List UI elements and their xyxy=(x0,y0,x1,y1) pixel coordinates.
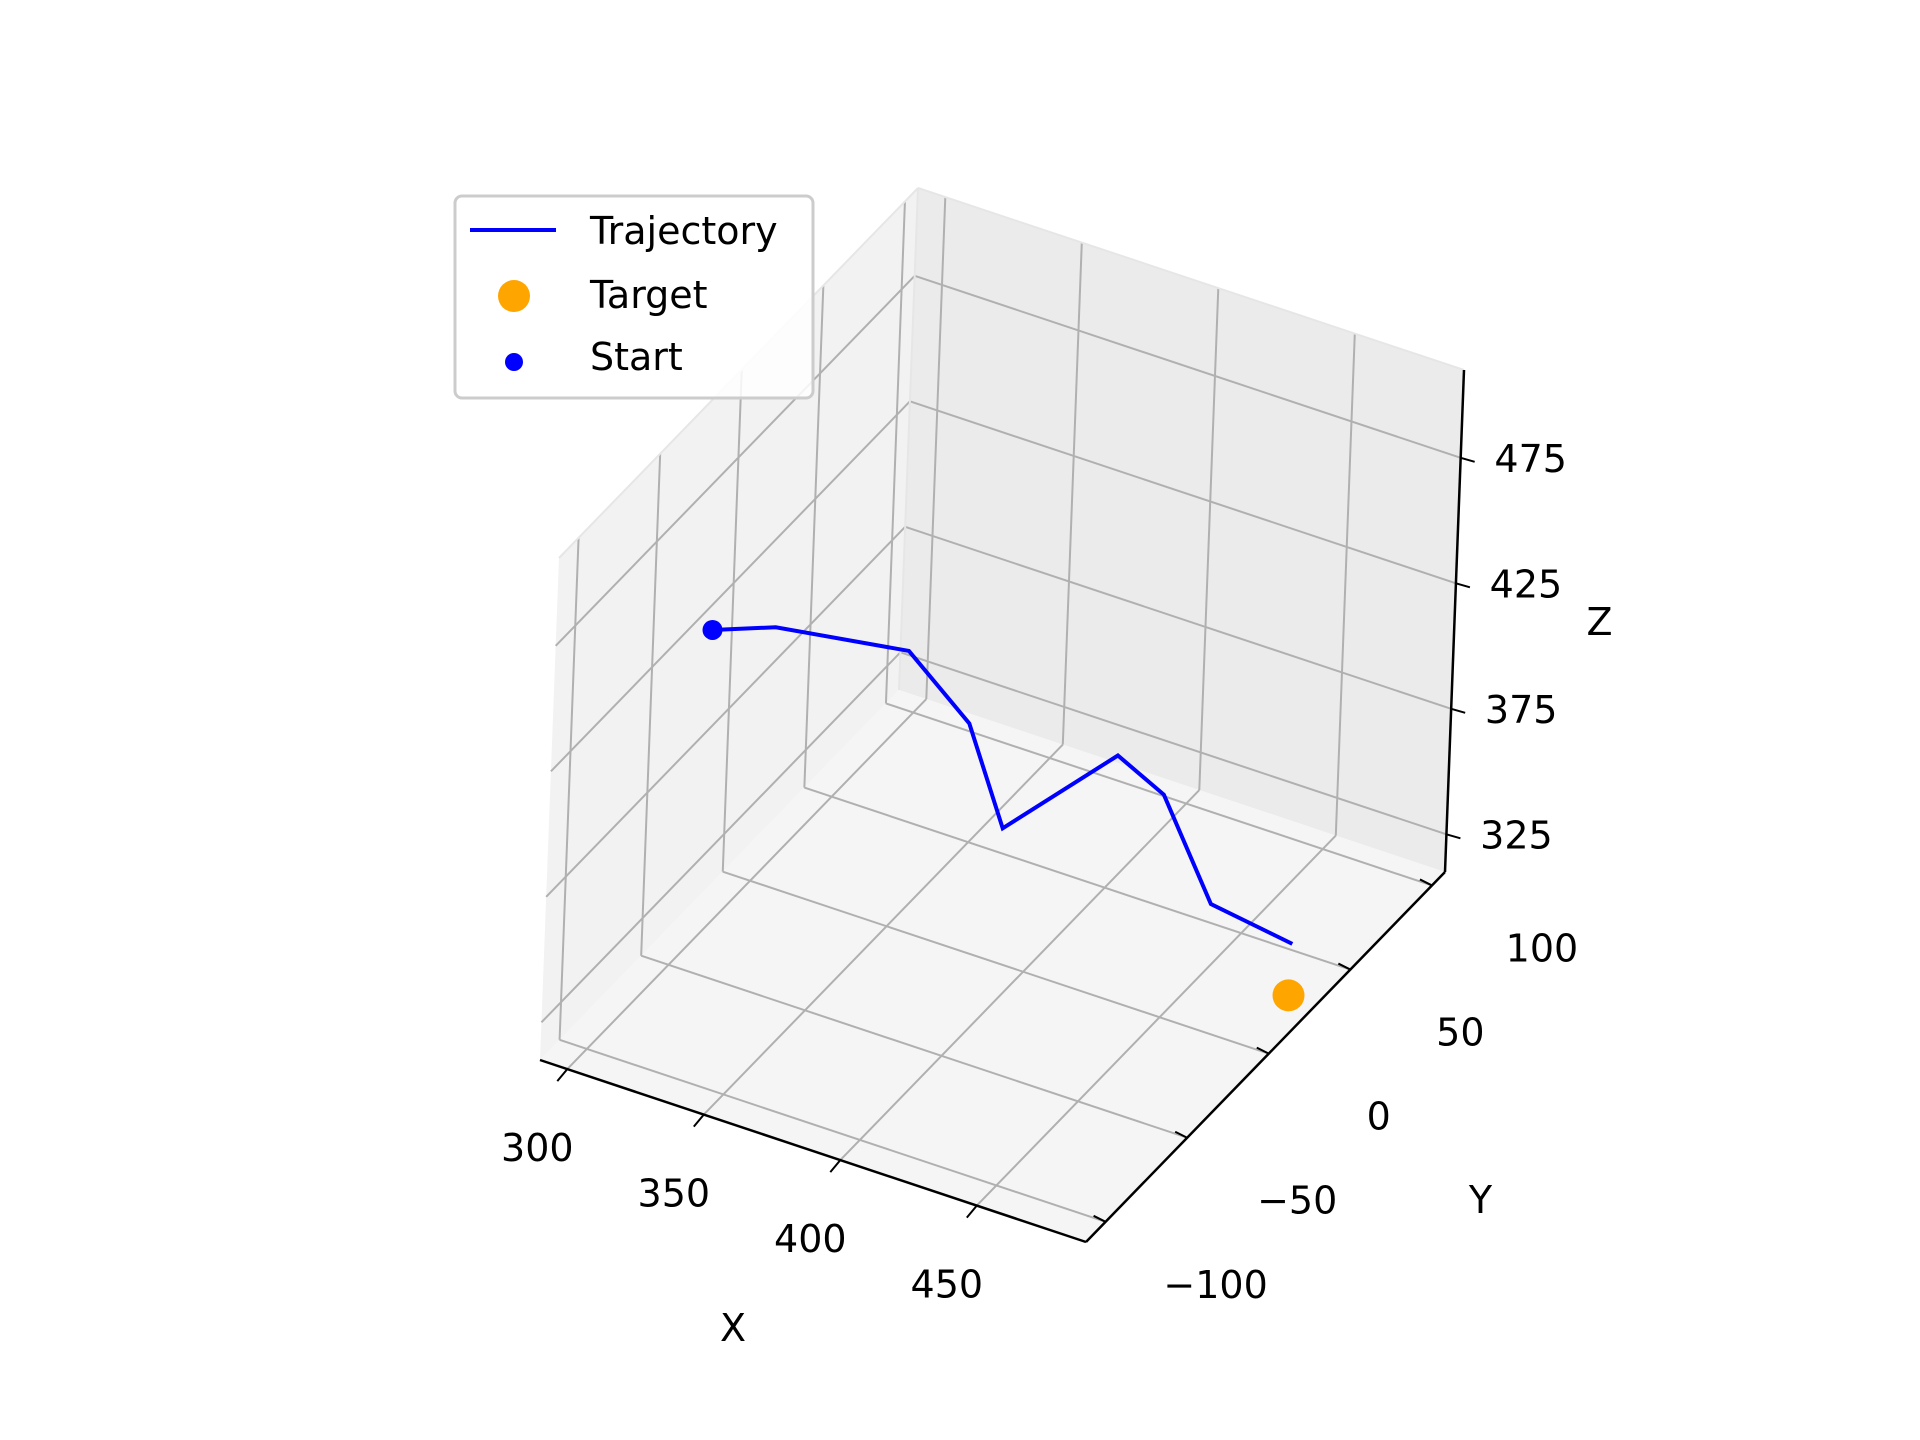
y-tick xyxy=(1337,962,1351,971)
pane-edge-top-back xyxy=(917,187,1465,371)
legend-box xyxy=(453,194,815,400)
grid-z-back-wall xyxy=(900,651,1447,836)
y-tick-label: −50 xyxy=(1257,1179,1337,1223)
z-tick xyxy=(1455,582,1471,589)
x-tick-label: 450 xyxy=(911,1263,984,1307)
y-tick xyxy=(1093,1214,1107,1223)
plot-data xyxy=(702,619,1305,1012)
grid-y-floor xyxy=(722,870,1270,1055)
axis-ticks: 300 350 400 450 −100 −50 0 50 100 325 375 425 475 X Y Z xyxy=(501,437,1612,1350)
x-tick xyxy=(693,1113,705,1128)
grid-y-wall xyxy=(803,285,825,788)
grid-z-back-wall xyxy=(914,274,1461,459)
grid-x-wall xyxy=(1198,288,1220,791)
z-tick-label: 375 xyxy=(1485,688,1558,732)
x-tick-label: 350 xyxy=(638,1172,711,1216)
gridlines xyxy=(540,197,1461,1223)
grid-y-floor xyxy=(804,786,1351,971)
z-axis-line xyxy=(1443,369,1466,873)
grid-y-floor xyxy=(885,702,1433,887)
z-tick xyxy=(1460,456,1475,463)
legend-target-swatch xyxy=(498,280,530,312)
z-tick xyxy=(1446,833,1461,840)
z-axis-label: Z xyxy=(1586,600,1612,644)
grid-x-floor xyxy=(566,698,928,1070)
y-tick xyxy=(1174,1130,1188,1139)
legend: Trajectory Target Start xyxy=(453,194,815,400)
start-point xyxy=(702,619,723,640)
y-tick-label: 0 xyxy=(1367,1095,1391,1139)
grid-x-wall xyxy=(1334,333,1356,836)
x-tick-label: 300 xyxy=(501,1126,574,1170)
x-tick xyxy=(556,1068,569,1082)
z-tick-label: 475 xyxy=(1494,437,1567,481)
grid-x-floor xyxy=(839,789,1201,1161)
trajectory-line xyxy=(712,625,1294,946)
grid-y-wall xyxy=(558,537,580,1040)
y-tick xyxy=(1419,878,1433,887)
grid-z-left-wall xyxy=(554,275,916,647)
pane-xz xyxy=(899,188,1464,872)
grid-z-back-wall xyxy=(904,525,1452,710)
legend-target-label: Target xyxy=(589,273,708,317)
x-tick xyxy=(966,1204,978,1219)
pane-edge-back xyxy=(898,187,919,691)
axis-lines xyxy=(539,187,1466,1244)
grid-z-left-wall xyxy=(550,400,911,773)
legend-trajectory-label: Trajectory xyxy=(589,209,778,253)
legend-start-swatch xyxy=(505,353,523,371)
z-tick xyxy=(1450,707,1466,714)
x-tick xyxy=(829,1159,842,1173)
x-axis-line xyxy=(539,1058,1087,1244)
grid-x-floor xyxy=(976,834,1337,1207)
y-tick-label: 100 xyxy=(1506,926,1579,970)
z-tick-label: 325 xyxy=(1480,813,1553,857)
grid-z-left-wall xyxy=(540,651,902,1024)
legend-start-label: Start xyxy=(590,335,683,379)
grid-x-wall xyxy=(925,197,947,700)
grid-y-wall xyxy=(640,453,662,956)
y-tick xyxy=(1256,1046,1270,1055)
z-tick-label: 425 xyxy=(1490,562,1563,606)
y-axis-label: Y xyxy=(1468,1178,1493,1222)
grid-y-wall xyxy=(884,201,906,704)
pane-yz xyxy=(540,188,918,1060)
y-tick-label: −100 xyxy=(1163,1263,1267,1307)
grid-y-wall xyxy=(721,369,743,872)
y-tick-label: 50 xyxy=(1436,1011,1484,1055)
grid-x-floor xyxy=(703,743,1064,1116)
grid-y-floor xyxy=(640,954,1188,1139)
y-axis-line xyxy=(1085,871,1446,1243)
target-point xyxy=(1272,979,1305,1012)
grid-z-left-wall xyxy=(545,526,906,898)
grid-z-back-wall xyxy=(909,400,1457,585)
grid-x-wall xyxy=(1061,242,1083,745)
x-axis-label: X xyxy=(720,1306,746,1350)
grid-y-floor xyxy=(559,1038,1106,1223)
x-tick-label: 400 xyxy=(774,1217,847,1261)
